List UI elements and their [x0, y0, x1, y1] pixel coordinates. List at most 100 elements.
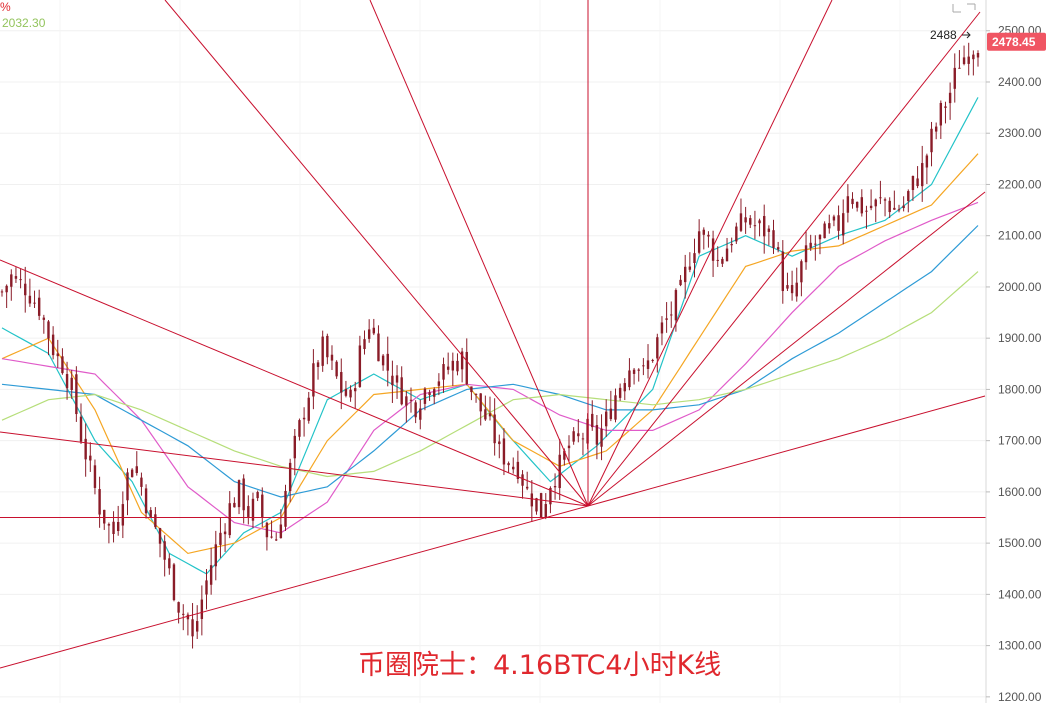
- candlestick: [354, 381, 357, 409]
- candlestick: [577, 419, 580, 443]
- candlestick: [484, 395, 487, 421]
- candle-body: [684, 266, 687, 283]
- candlestick: [851, 192, 854, 209]
- candlestick: [409, 387, 413, 413]
- candlestick: [19, 269, 22, 289]
- candlestick: [14, 267, 18, 283]
- candle-body: [651, 360, 654, 362]
- candle-body: [688, 266, 692, 270]
- candle-body: [335, 361, 338, 377]
- candle-body: [405, 396, 408, 406]
- candlestick: [107, 522, 111, 544]
- candle-body: [711, 238, 715, 261]
- candle-body: [107, 524, 111, 526]
- candlestick: [544, 493, 547, 520]
- candlestick: [98, 476, 101, 528]
- candlestick: [888, 197, 891, 218]
- legend-partial-text: %: [0, 0, 11, 14]
- candlestick: [902, 196, 905, 212]
- candle-body: [51, 334, 55, 356]
- candlestick: [883, 197, 887, 217]
- candlestick: [656, 333, 659, 373]
- candlestick: [126, 468, 129, 516]
- candle-body: [530, 493, 534, 507]
- candle-body: [358, 345, 362, 387]
- candle-body: [618, 387, 622, 398]
- candle-body: [182, 613, 185, 615]
- candlestick: [37, 289, 41, 321]
- candle-body: [372, 327, 376, 334]
- candlestick: [818, 234, 822, 255]
- y-tick-label: 2200.00: [998, 177, 1042, 191]
- candle-body: [312, 363, 315, 397]
- candle-body: [400, 377, 403, 405]
- candlestick: [693, 238, 696, 278]
- candle-body: [158, 528, 162, 544]
- corner-widget[interactable]: [952, 3, 976, 13]
- candle-body: [642, 365, 645, 367]
- candlestick: [874, 198, 877, 223]
- candlestick: [921, 145, 924, 202]
- candle-body: [930, 128, 933, 153]
- candle-body: [363, 339, 366, 350]
- candle-body: [693, 253, 696, 263]
- candle-body: [177, 602, 180, 613]
- candle-body: [56, 353, 59, 357]
- candle-body: [168, 558, 171, 569]
- candlestick: [0, 289, 4, 297]
- moving-average-lines: [1, 97, 979, 575]
- candlestick: [256, 490, 259, 502]
- candlestick: [228, 491, 231, 539]
- moving-average-line: [1, 271, 979, 478]
- candle-body: [70, 377, 73, 390]
- candlestick: [367, 319, 371, 343]
- candlestick: [493, 398, 496, 456]
- candle-body: [818, 234, 822, 240]
- gann-fan-ray: [369, 0, 589, 507]
- candlestick: [65, 361, 69, 400]
- last-price-tag-background: [987, 32, 1046, 51]
- candlestick: [646, 344, 650, 379]
- candle-body: [5, 285, 8, 293]
- candle-body: [972, 54, 975, 60]
- candlestick: [502, 428, 506, 476]
- expand-corner-icon[interactable]: [952, 3, 976, 13]
- candle-body: [851, 198, 854, 205]
- candle-body: [539, 493, 543, 518]
- candlestick: [786, 272, 789, 292]
- candlestick: [247, 495, 250, 525]
- candlestick: [637, 368, 640, 382]
- candlestick: [679, 275, 682, 287]
- candle-body: [409, 399, 413, 401]
- candlestick: [962, 45, 966, 66]
- candlestick: [628, 358, 631, 391]
- candlestick: [372, 318, 376, 336]
- candlestick: [976, 50, 980, 67]
- candle-body: [19, 279, 22, 281]
- candle-body: [842, 213, 845, 236]
- y-tick-label: 1200.00: [998, 690, 1042, 703]
- candlestick: [149, 507, 152, 518]
- candle-body: [860, 197, 864, 214]
- candlestick: [33, 290, 36, 309]
- candle-body: [563, 450, 566, 460]
- candle-body: [953, 67, 956, 89]
- gann-fan-ray: [587, 395, 986, 507]
- candle-body: [0, 291, 4, 293]
- candle-body: [879, 197, 882, 199]
- candlestick: [172, 562, 176, 602]
- candle-body: [735, 226, 738, 242]
- candlestick: [28, 278, 32, 307]
- candlestick: [781, 240, 784, 304]
- candle-body: [604, 411, 608, 427]
- candlestick: [967, 42, 970, 76]
- candle-body: [330, 354, 334, 361]
- candle-body: [196, 621, 199, 632]
- candlestick: [405, 390, 408, 423]
- y-tick-label: 2400.00: [998, 75, 1042, 89]
- price-axis[interactable]: 1200.00 1300.00 1400.00 1500.00 1600.00 1700.…: [985, 0, 1042, 703]
- candle-body: [656, 337, 659, 359]
- candlestick: [972, 50, 975, 76]
- candle-body: [800, 261, 803, 283]
